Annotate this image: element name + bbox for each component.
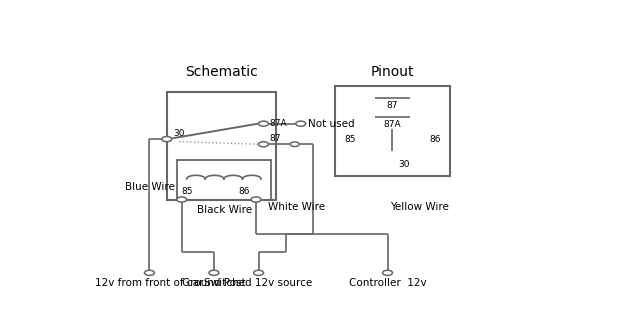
- Circle shape: [251, 197, 261, 202]
- Text: Yellow Wire: Yellow Wire: [390, 202, 449, 212]
- Text: Blue Wire: Blue Wire: [125, 182, 175, 192]
- Text: Black Wire: Black Wire: [196, 205, 252, 215]
- Text: Not used: Not used: [308, 119, 355, 129]
- Text: Ground Post: Ground Post: [182, 278, 246, 288]
- Circle shape: [145, 270, 154, 276]
- Text: 86: 86: [239, 187, 250, 196]
- Circle shape: [253, 270, 264, 276]
- Text: 87: 87: [269, 134, 281, 143]
- Circle shape: [383, 270, 392, 276]
- Text: 86: 86: [429, 135, 440, 144]
- Text: Pinout: Pinout: [371, 65, 414, 79]
- Text: 87A: 87A: [269, 119, 287, 128]
- Text: 87: 87: [387, 101, 398, 110]
- Text: Switched 12v source: Switched 12v source: [204, 278, 313, 288]
- Bar: [177, 160, 271, 199]
- Text: Schematic: Schematic: [185, 65, 258, 79]
- Text: Controller  12v: Controller 12v: [349, 278, 426, 288]
- Circle shape: [162, 137, 172, 142]
- Circle shape: [209, 270, 219, 276]
- Circle shape: [296, 121, 306, 126]
- Circle shape: [259, 121, 269, 126]
- Bar: [335, 87, 449, 176]
- Text: 85: 85: [344, 135, 356, 144]
- Text: 30: 30: [173, 129, 185, 138]
- Text: 30: 30: [399, 160, 410, 169]
- Text: 85: 85: [182, 187, 193, 196]
- Bar: [167, 92, 276, 199]
- Circle shape: [259, 142, 269, 147]
- Text: White Wire: White Wire: [269, 202, 326, 212]
- Text: 12v from front of car: 12v from front of car: [95, 278, 204, 288]
- Circle shape: [291, 142, 300, 147]
- Circle shape: [177, 197, 187, 202]
- Text: 87A: 87A: [383, 121, 401, 130]
